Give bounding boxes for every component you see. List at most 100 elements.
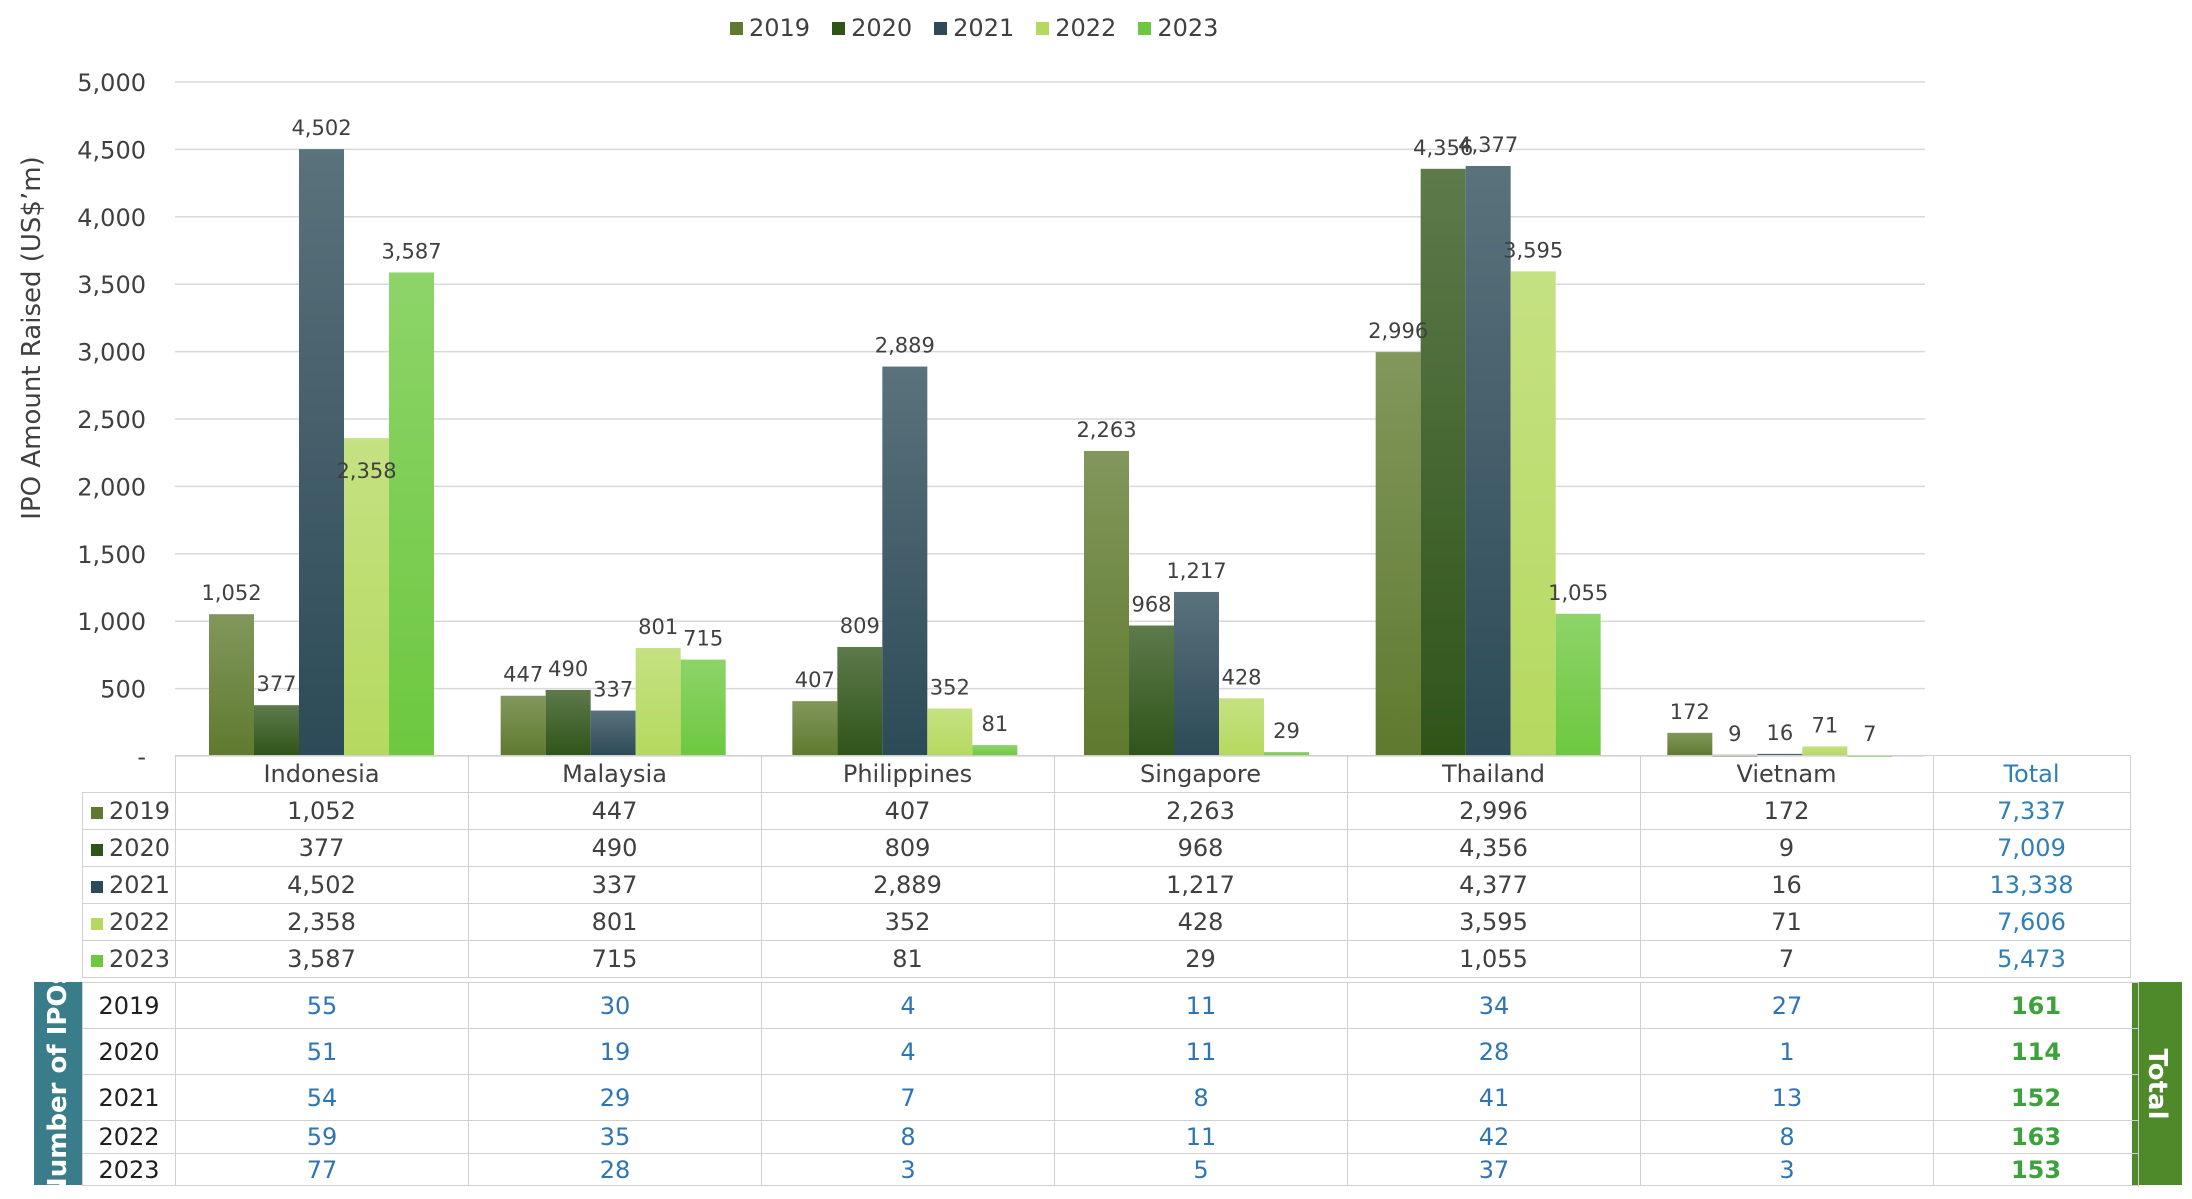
y-tick-label: 1,500 <box>77 541 146 569</box>
ipo-cell: 42 <box>1347 1120 1641 1154</box>
row-swatch <box>91 881 103 893</box>
y-tick-label: 1,000 <box>77 608 146 636</box>
ipo-cell: 11 <box>1054 1028 1348 1075</box>
row-header: 2021 <box>82 866 176 904</box>
amount-total: 7,009 <box>1932 829 2131 867</box>
amount-row-2020: 2020 377 490 809 968 4,356 9 7,009 <box>82 829 2131 867</box>
ipo-table: 2019 55 30 4 11 34 27 161 2020 51 19 4 11 28 1 114 2021 5… <box>82 982 2139 1186</box>
amount-cell: 447 <box>467 792 762 830</box>
ipo-cell: 5 <box>1054 1153 1348 1186</box>
data-label: 447 <box>503 663 543 687</box>
bars <box>209 149 1893 757</box>
amount-cell: 71 <box>1639 903 1934 941</box>
bar-indonesia-2023 <box>389 272 434 756</box>
data-label: 809 <box>840 614 880 638</box>
data-label: 428 <box>1221 665 1261 689</box>
ipo-year: 2021 <box>82 1074 176 1121</box>
amount-total: 5,473 <box>1932 940 2131 978</box>
ipo-cell: 29 <box>468 1074 762 1121</box>
ipo-total-text: Total <box>2142 1047 2172 1120</box>
amount-cell: 16 <box>1639 866 1934 904</box>
row-year: 2021 <box>109 871 171 899</box>
ipo-cell: 8 <box>1054 1074 1348 1121</box>
ipo-cell: 59 <box>175 1120 469 1154</box>
row-swatch <box>91 807 103 819</box>
bar-thailand-2020 <box>1420 168 1466 756</box>
amount-row-2021: 2021 4,502 337 2,889 1,217 4,377 16 13,338 <box>82 866 2131 904</box>
ipo-row-2021: 2021 54 29 7 8 41 13 152 <box>82 1074 2139 1121</box>
amount-cell: 3,587 <box>174 940 469 978</box>
amount-total: 7,337 <box>1932 792 2131 830</box>
ipo-cell: 27 <box>1640 982 1934 1029</box>
ipo-cell: 13 <box>1640 1074 1934 1121</box>
ipo-cell: 19 <box>468 1028 762 1075</box>
ipo-total: 152 <box>1933 1074 2139 1121</box>
bar-indonesia-2021 <box>299 149 344 757</box>
data-label: 1,052 <box>201 581 261 605</box>
data-label: 2,358 <box>336 459 396 483</box>
ipo-year: 2023 <box>82 1153 176 1186</box>
bar-thailand-2023 <box>1555 613 1601 756</box>
amount-cell: 7 <box>1639 940 1934 978</box>
amount-cell: 2,996 <box>1346 792 1641 830</box>
y-tick-label: 3,500 <box>77 271 146 299</box>
amount-row-2023: 2023 3,587 715 81 29 1,055 7 5,473 <box>82 940 2131 978</box>
legend-swatch <box>730 21 743 35</box>
data-label: 1,055 <box>1548 581 1608 605</box>
amount-cell: 1,217 <box>1053 866 1348 904</box>
number-of-ipos-text: Number of IPOs <box>43 968 73 1199</box>
row-year: 2023 <box>109 945 171 973</box>
y-tick-label: - <box>137 743 146 760</box>
row-year: 2019 <box>109 797 171 825</box>
col-header-thailand: Thailand <box>1346 755 1641 793</box>
legend-item-2020: 2020 <box>832 14 912 42</box>
bar-thailand-2021 <box>1465 165 1511 756</box>
amount-header-row: Indonesia Malaysia Philippines Singapore… <box>82 755 2131 793</box>
amount-cell: 1,052 <box>174 792 469 830</box>
legend-swatch <box>934 21 948 35</box>
data-label: 9 <box>1728 722 1741 746</box>
ipo-cell: 34 <box>1347 982 1641 1029</box>
ipo-cell: 7 <box>761 1074 1055 1121</box>
data-label: 715 <box>683 627 723 651</box>
amount-cell: 968 <box>1053 829 1348 867</box>
ipo-row-2023: 2023 77 28 3 5 37 3 153 <box>82 1153 2139 1186</box>
amount-cell: 428 <box>1053 903 1348 941</box>
y-axis-label: IPO Amount Raised (US$’m) <box>17 156 47 519</box>
data-label: 2,263 <box>1076 418 1136 442</box>
data-label: 16 <box>1766 721 1793 745</box>
ipo-cell: 54 <box>175 1074 469 1121</box>
bar-malaysia-2021 <box>590 710 636 756</box>
data-label: 71 <box>1811 713 1838 737</box>
amount-cell: 4,356 <box>1346 829 1641 867</box>
amount-total: 7,606 <box>1932 903 2131 941</box>
row-header: 2019 <box>82 792 176 830</box>
data-label: 968 <box>1131 593 1171 617</box>
data-label: 407 <box>795 668 835 692</box>
data-label: 3,595 <box>1503 238 1563 262</box>
bar-thailand-2019 <box>1375 352 1421 756</box>
bar-philippines-2019 <box>792 701 838 756</box>
amount-row-2019: 2019 1,052 447 407 2,263 2,996 172 7,337 <box>82 792 2131 830</box>
ipo-cell: 4 <box>761 1028 1055 1075</box>
ipo-total: 114 <box>1933 1028 2139 1075</box>
ipo-total-label: Total <box>2132 982 2182 1185</box>
row-swatch <box>91 955 103 967</box>
ipo-row-2022: 2022 59 35 8 11 42 8 163 <box>82 1120 2139 1154</box>
ipo-row-2020: 2020 51 19 4 11 28 1 114 <box>82 1028 2139 1075</box>
ipo-cell: 28 <box>468 1153 762 1186</box>
row-swatch <box>91 844 103 856</box>
bar-philippines-2021 <box>882 366 928 756</box>
ipo-cell: 37 <box>1347 1153 1641 1186</box>
row-header: 2023 <box>82 940 176 978</box>
ipo-total: 153 <box>1933 1153 2139 1186</box>
amount-cell: 3,595 <box>1346 903 1641 941</box>
legend-label: 2023 <box>1157 14 1219 42</box>
y-tick-label: 2,500 <box>77 406 146 434</box>
bar-vietnam-2021 <box>1757 753 1803 756</box>
amount-cell: 2,889 <box>760 866 1055 904</box>
data-label: 801 <box>638 615 678 639</box>
amount-cell: 352 <box>760 903 1055 941</box>
col-header-total: Total <box>1932 755 2131 793</box>
ipo-cell: 77 <box>175 1153 469 1186</box>
